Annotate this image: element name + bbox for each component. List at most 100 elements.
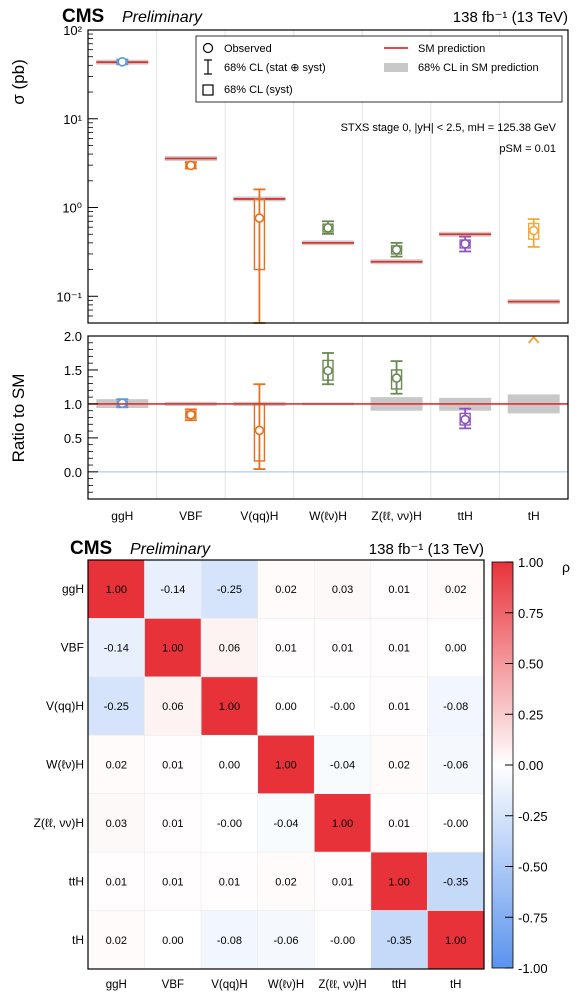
correlation-cell — [87, 734, 145, 795]
x-tick-label: ggH — [111, 509, 133, 523]
stxs-annotation: STXS stage 0, |yH| < 2.5, mH = 125.38 Ge… — [341, 122, 557, 134]
legend-observed-marker — [202, 42, 214, 54]
correlation-value: 1.00 — [275, 760, 296, 772]
cross-section-panel: CMS Preliminary 138 fb⁻¹ (13 TeV) 10² 10¹… — [9, 6, 569, 324]
y-tick-label: 10¹ — [63, 112, 82, 127]
lumi-label-bottom: 138 fb⁻¹ (13 TeV) — [369, 541, 484, 558]
cross-section-y-ticks: 10² 10¹ 10⁰ 10⁻¹ — [56, 23, 98, 317]
correlation-value: 0.02 — [445, 584, 466, 596]
correlation-cells: 1.00 -0.14 -0.25 0.02 0.03 0.01 0.02 -0.14 1.00 0… — [87, 559, 485, 970]
colorbar-tick-label: -0.75 — [518, 910, 548, 925]
legend-observed-label: Observed — [224, 43, 272, 55]
legend-box — [195, 35, 563, 103]
observed-point — [186, 160, 196, 171]
y-tick-label: 10⁻¹ — [56, 289, 82, 304]
correlation-value: 0.01 — [219, 876, 240, 888]
colorbar-tick-label: -0.25 — [518, 809, 548, 824]
correlation-value: -0.25 — [104, 701, 129, 713]
correlation-cell — [370, 910, 428, 970]
correlation-value: 0.02 — [275, 584, 296, 596]
colorbar-tick-label: 0.25 — [518, 707, 543, 722]
preliminary-label-top: Preliminary — [122, 9, 203, 26]
correlation-cell — [257, 793, 315, 853]
matrix-x-label: ttH — [392, 979, 407, 991]
correlation-value: 0.00 — [162, 935, 183, 947]
correlation-value: -0.06 — [273, 935, 298, 947]
correlation-value: 0.03 — [332, 584, 353, 596]
cross-section-frame — [87, 29, 569, 324]
legend-syst-marker — [202, 84, 214, 96]
matrix-x-label: VBF — [162, 979, 184, 991]
matrix-x-label: W(ℓν)H — [268, 979, 304, 991]
legend-sm-band-label: 68% CL in SM prediction — [418, 62, 539, 74]
correlation-value: 0.00 — [219, 760, 240, 772]
syst-box — [528, 222, 540, 240]
out-of-range-arrow — [527, 335, 540, 344]
ratio-point — [254, 425, 265, 436]
legend-sm-band-marker — [384, 63, 408, 72]
correlation-cell — [144, 734, 202, 795]
correlation-x-labels: ggH VBF V(qq)H W(ℓν)H Z(ℓℓ, νν)H ttH tH — [106, 979, 462, 991]
correlation-cell — [257, 910, 315, 970]
colorbar-tick-label: 0.00 — [518, 758, 543, 773]
correlation-value: 0.01 — [332, 643, 353, 655]
correlation-y-labels: ggH VBF V(qq)H W(ℓν)H Z(ℓℓ, νν)H ttH tH — [34, 582, 84, 947]
ratio-grid — [88, 336, 568, 499]
correlation-value: -0.35 — [443, 876, 468, 888]
y-tick-label: 10⁰ — [62, 201, 82, 216]
matrix-x-label: ggH — [106, 979, 127, 991]
correlation-cell — [200, 676, 259, 736]
correlation-value: 0.00 — [445, 643, 466, 655]
ratio-point — [323, 365, 333, 376]
correlation-frame — [87, 559, 485, 970]
correlation-value: 0.01 — [162, 876, 183, 888]
ratio-point — [391, 373, 402, 383]
correlation-cell — [427, 618, 485, 678]
ratio-x-tick-labels: ggH VBF V(qq)H W(ℓν)H Z(ℓℓ, νν)H ttH tH — [111, 509, 539, 523]
matrix-y-label: ggH — [62, 582, 84, 596]
correlation-cell — [313, 676, 372, 736]
correlation-value: -0.00 — [330, 701, 355, 713]
correlation-value: 1.00 — [162, 643, 183, 655]
correlation-value: 1.00 — [388, 876, 409, 888]
syst-box — [322, 359, 334, 381]
correlation-value: -0.14 — [104, 643, 129, 655]
y-tick-label: 0.5 — [64, 431, 82, 446]
correlation-cell — [313, 618, 372, 678]
matrix-y-label: VBF — [61, 641, 84, 655]
correlation-value: 0.01 — [275, 643, 296, 655]
correlation-value: 0.03 — [106, 818, 127, 830]
correlation-value: -0.35 — [387, 935, 412, 947]
matrix-x-label: V(qq)H — [211, 979, 247, 991]
ratio-frame — [87, 335, 569, 500]
matrix-y-label: ttH — [69, 874, 84, 888]
correlation-value: 1.00 — [219, 701, 240, 713]
correlation-value: 0.02 — [106, 760, 127, 772]
legend: Observed 68% CL (stat ⊕ syst) 68% CL (sy… — [195, 35, 563, 103]
legend-cl68-marker — [204, 59, 212, 75]
correlation-cell — [427, 559, 485, 619]
correlation-value: -0.00 — [217, 818, 242, 830]
correlation-value: 0.06 — [162, 701, 183, 713]
correlation-value: 0.01 — [388, 643, 409, 655]
correlation-cell — [200, 734, 259, 795]
legend-cl68-label: 68% CL (stat ⊕ syst) — [224, 62, 326, 74]
cms-label-bottom: CMS — [70, 538, 112, 559]
correlation-cell — [200, 793, 259, 853]
matrix-y-label: V(qq)H — [46, 699, 84, 713]
colorbar-tick-label: 0.50 — [518, 657, 543, 672]
correlation-cell — [200, 618, 259, 678]
correlation-value: 0.01 — [162, 818, 183, 830]
correlation-cell — [87, 676, 145, 736]
correlation-value: 0.01 — [162, 760, 183, 772]
correlation-cell — [427, 910, 485, 970]
correlation-cell — [370, 793, 428, 853]
correlation-cell — [87, 559, 145, 619]
correlation-value: -0.14 — [160, 584, 185, 596]
correlation-cell — [257, 618, 315, 678]
correlation-cell — [257, 559, 315, 619]
ratio-panel: 0.0 0.5 1.0 1.5 2.0 Ratio to SM ggH VBF V(qq)H… — [9, 329, 569, 523]
y-tick-label: 1.0 — [64, 397, 82, 412]
correlation-value: -0.06 — [443, 760, 468, 772]
